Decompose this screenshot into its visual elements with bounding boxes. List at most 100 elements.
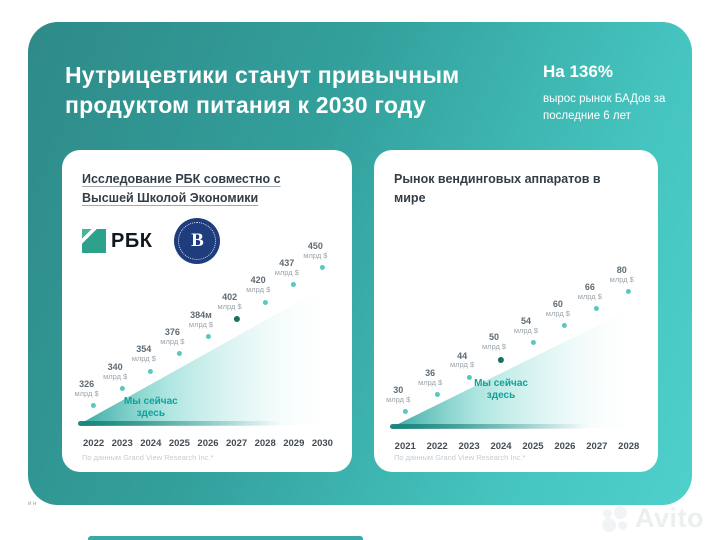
data-point-value: 376 <box>164 327 180 338</box>
data-point-value: 450 <box>307 240 323 251</box>
data-point: 437 млрд $ <box>275 258 306 288</box>
rbc-logo-text: РБК <box>111 229 153 252</box>
x-axis-label: 2027 <box>586 441 608 452</box>
data-point: 450 млрд $ <box>303 240 334 270</box>
next-slide-edge <box>88 536 363 540</box>
chart-baseline <box>78 421 281 426</box>
data-dot <box>530 340 536 346</box>
data-point: 384м млрд $ <box>189 310 220 339</box>
x-axis-label: 2028 <box>618 441 640 452</box>
data-point-value: 354 <box>136 344 152 355</box>
x-axis-label: 2024 <box>140 438 162 449</box>
data-point: 50 млрд $ <box>482 332 513 363</box>
data-point-value: 420 <box>250 275 266 286</box>
data-point: 354 млрд $ <box>132 344 163 374</box>
current-position-label: Мы сейчас здесь <box>474 378 528 401</box>
slide-title: Нутрицевтики станут привычным продуктом … <box>65 62 460 119</box>
data-point: 44 млрд $ <box>450 350 481 380</box>
area-fill <box>390 302 644 428</box>
card-title-left: Исследование РБК совместно с Высшей Школ… <box>82 172 281 205</box>
x-axis-label: 2024 <box>490 441 512 452</box>
avito-watermark: Avito <box>602 503 704 534</box>
stat-value: На 136% <box>543 62 613 81</box>
data-point: 402 млрд $ <box>218 291 249 322</box>
data-dot <box>205 334 211 339</box>
x-axis-label: 2027 <box>226 438 248 449</box>
data-point-unit: млрд $ <box>274 268 299 277</box>
x-axis-label: 2029 <box>283 438 305 449</box>
data-point: 326 млрд $ <box>75 378 106 408</box>
x-axis-label: 2023 <box>111 438 133 449</box>
chart-vending-market: 30 млрд $2021 36 млрд $2022 44 млрд $2023 50 мл… <box>386 263 644 452</box>
x-axis-label: 2030 <box>311 438 333 449</box>
data-point: 54 млрд $ <box>514 316 545 346</box>
data-dot <box>402 409 408 414</box>
card-nutraceuticals: Исследование РБК совместно с Высшей Школ… <box>62 150 352 472</box>
current-position-label: Мы сейчас здесь <box>123 396 178 419</box>
data-point-unit: млрд $ <box>386 394 411 404</box>
card-vending: Рынок вендинговых аппаратов в мире 30 млр… <box>374 150 658 472</box>
x-axis-label: 2022 <box>83 438 105 449</box>
corner-note: и н <box>28 501 37 507</box>
data-point: 80 млрд $ <box>610 265 641 294</box>
x-axis-label: 2028 <box>254 438 276 449</box>
area-fill <box>78 279 338 425</box>
data-point-unit: млрд $ <box>418 377 443 387</box>
rbc-logo: РБК <box>82 229 152 253</box>
x-axis-label: 2021 <box>394 441 416 452</box>
stat-block: На 136% вырос рынок БАДов за последние 6… <box>543 62 683 124</box>
current-data-dot <box>498 356 505 363</box>
x-axis-label: 2025 <box>522 441 544 452</box>
data-dot <box>562 323 568 329</box>
data-point-unit: млрд $ <box>303 250 328 260</box>
avito-logo-icon <box>602 505 630 532</box>
data-point-value: 384м <box>190 309 212 320</box>
data-point-unit: млрд $ <box>188 319 214 329</box>
data-point: 376 млрд $ <box>160 327 191 357</box>
data-dot <box>434 391 440 397</box>
data-point-unit: млрд $ <box>103 371 128 381</box>
chart-nutraceuticals-market: 326 млрд $2022 340 млрд $2023 354 млрд $2024 3… <box>75 241 338 449</box>
data-point-value: 402 <box>222 291 238 302</box>
data-point-value: 44 <box>457 350 468 361</box>
card-title-right: Рынок вендинговых аппаратов в мире <box>394 172 601 205</box>
data-point-unit: млрд $ <box>246 285 271 295</box>
data-dot <box>466 374 472 380</box>
data-point-value: 36 <box>425 367 436 378</box>
data-point-value: 66 <box>584 282 595 293</box>
rbc-logo-icon <box>82 229 106 253</box>
data-dot <box>119 385 125 391</box>
data-dot <box>319 265 325 270</box>
source-attribution: По данным Grand View Research Inc.* <box>82 453 214 462</box>
data-point-unit: млрд $ <box>545 309 570 319</box>
source-attribution: По данным Grand View Research Inc.* <box>394 453 526 462</box>
data-dot <box>148 368 154 374</box>
data-dot <box>626 289 632 294</box>
x-axis-label: 2026 <box>197 438 219 449</box>
data-point-value: 326 <box>79 378 95 389</box>
chart-baseline <box>390 424 589 429</box>
data-dot <box>291 282 297 288</box>
data-point-unit: млрд $ <box>577 291 602 301</box>
data-point-value: 50 <box>489 332 500 343</box>
data-point: 36 млрд $ <box>418 367 449 397</box>
data-point: 420 млрд $ <box>246 275 277 305</box>
hse-logo: В <box>174 218 221 264</box>
data-point-value: 60 <box>552 299 563 310</box>
data-point-value: 340 <box>107 361 123 372</box>
x-axis-label: 2025 <box>168 438 190 449</box>
data-point: 340 млрд $ <box>103 361 134 391</box>
x-axis-label: 2022 <box>426 441 448 452</box>
x-axis-label: 2026 <box>554 441 576 452</box>
data-point-unit: млрд $ <box>217 301 242 311</box>
data-dot <box>91 403 97 408</box>
data-point-unit: млрд $ <box>74 388 99 398</box>
slide-background: Нутрицевтики станут привычным продуктом … <box>28 22 692 505</box>
avito-logo-text: Avito <box>635 503 704 533</box>
data-point-unit: млрд $ <box>481 342 507 352</box>
data-point-unit: млрд $ <box>450 360 475 370</box>
data-point: 60 млрд $ <box>546 299 577 329</box>
data-point-value: 437 <box>279 258 295 269</box>
data-dot <box>594 306 600 312</box>
data-point-unit: млрд $ <box>513 326 539 336</box>
